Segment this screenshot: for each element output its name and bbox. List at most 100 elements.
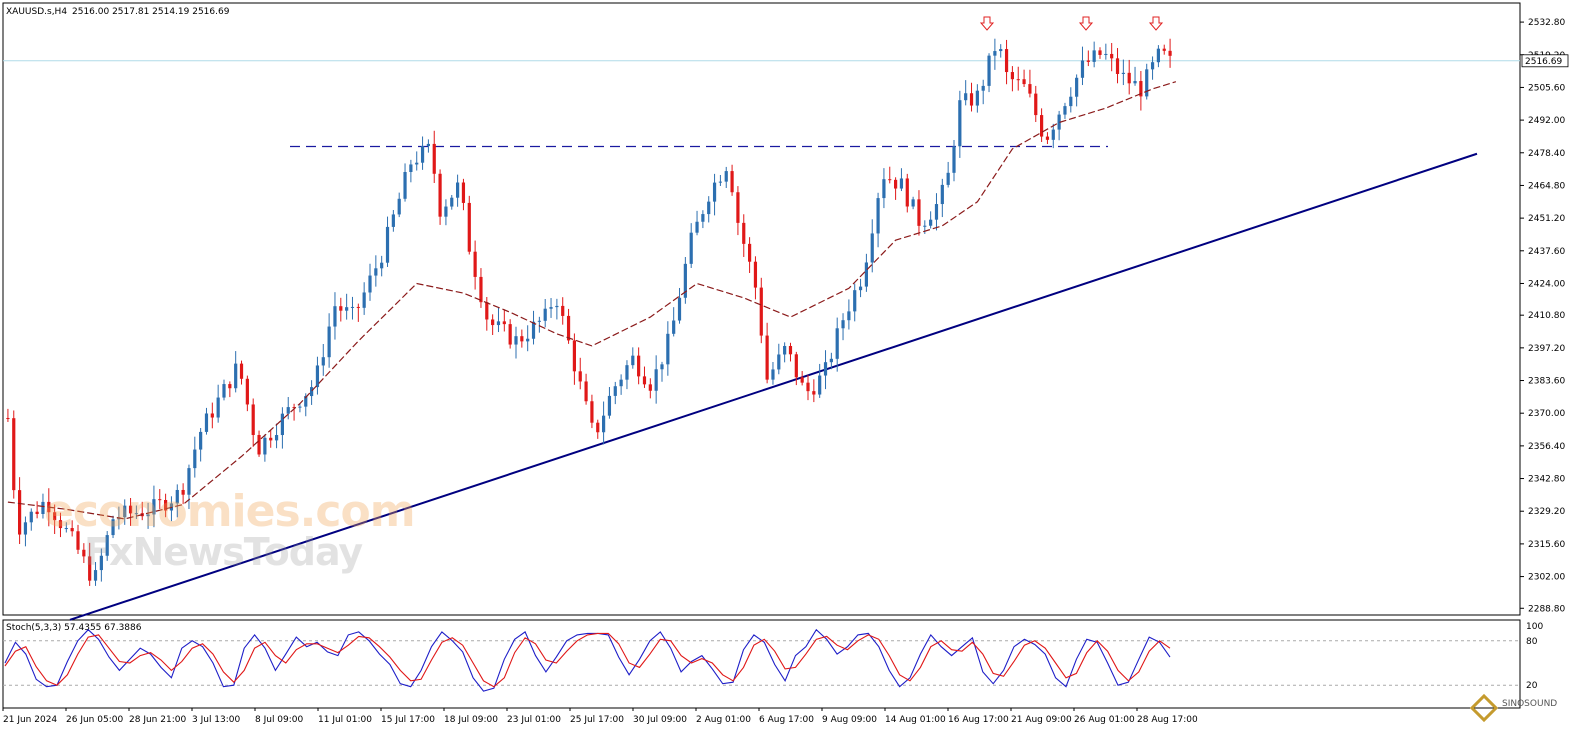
current-price-box (1521, 54, 1569, 68)
candle-body (759, 287, 763, 336)
candle-body (975, 90, 979, 106)
candle-body (368, 275, 372, 293)
candle-body (625, 365, 629, 380)
candle-body (736, 192, 740, 223)
candle-body (771, 369, 775, 380)
candle-body (111, 519, 115, 536)
time-axis-label: 26 Aug 01:00 (1074, 715, 1135, 725)
candle-body (41, 501, 45, 515)
stoch-signal-line (4, 632, 1171, 688)
candle-body (1016, 79, 1020, 81)
ascending-trendline (69, 152, 1478, 621)
candle-body (1145, 69, 1149, 97)
candle-body (269, 437, 273, 441)
candle-body (853, 290, 857, 312)
candle-body (485, 302, 489, 320)
candle-body (146, 514, 150, 517)
candle-body (82, 549, 86, 557)
candle-body (58, 520, 63, 529)
time-axis-label: 26 Jun 05:00 (66, 715, 123, 725)
candle-body (999, 49, 1003, 52)
candle-body (969, 93, 974, 106)
candle-body (812, 391, 816, 395)
candle-body (858, 286, 863, 291)
sinosound-logo-text: SINOSOUND (1502, 699, 1558, 709)
candle-body (461, 182, 466, 203)
candle-body (420, 146, 425, 163)
candle-body (345, 307, 349, 311)
peak-marker-arrow (1148, 16, 1164, 31)
candle-body (730, 171, 734, 193)
candle-body (590, 401, 594, 423)
candle-body (777, 354, 781, 370)
candle-body (561, 305, 565, 316)
candle-body (1040, 115, 1044, 137)
candle-body (818, 375, 822, 395)
candle-body (882, 179, 886, 199)
candle-body (1080, 60, 1085, 78)
candle-body (339, 306, 343, 311)
peak-marker-arrow (1078, 16, 1094, 31)
price-axis-label: 2302.00 (1528, 573, 1565, 583)
candle-body (403, 171, 407, 199)
candle-body (1133, 81, 1137, 84)
candle-body (1098, 50, 1102, 55)
price-axis-label: 2532.80 (1528, 18, 1565, 28)
candle-body (718, 181, 722, 183)
candle-body (274, 435, 279, 441)
candle-body (526, 338, 530, 342)
candle-body (70, 528, 74, 532)
candle-body (660, 364, 664, 370)
price-axis-label: 2410.80 (1528, 311, 1565, 321)
candle-body (298, 406, 302, 408)
candle-body (1110, 53, 1114, 59)
time-axis-label: 25 Jul 17:00 (570, 715, 624, 725)
candle-body (222, 384, 226, 398)
price-axis-label: 2464.80 (1528, 181, 1565, 191)
stoch-main-line (4, 628, 1171, 692)
time-axis-label: 15 Jul 17:00 (381, 715, 435, 725)
price-axis-label: 2397.20 (1528, 344, 1565, 354)
candle-body (280, 413, 284, 436)
time-axis-label: 18 Jul 09:00 (444, 715, 498, 725)
candle-body (596, 422, 600, 433)
candle-body (93, 570, 98, 581)
candle-body (210, 413, 214, 418)
candle-body (602, 415, 606, 433)
candle-body (53, 512, 57, 521)
time-axis-label: 21 Aug 09:00 (1011, 715, 1072, 725)
candle-body (520, 336, 524, 342)
candle-body (952, 146, 956, 173)
stoch-axis-label: 100 (1526, 622, 1543, 632)
candle-body (18, 490, 22, 535)
candle-body (934, 204, 939, 220)
candle-body (502, 321, 506, 325)
candle-body (707, 201, 711, 215)
candle-body (823, 362, 828, 376)
candle-body (350, 306, 355, 308)
candle-body (1168, 50, 1172, 56)
time-axis-label: 14 Aug 01:00 (885, 715, 946, 725)
time-axis-label: 8 Jul 09:00 (255, 715, 304, 725)
candle-body (128, 505, 133, 514)
time-axis-label: 28 Jun 21:00 (129, 715, 186, 725)
candle-body (1086, 60, 1090, 62)
candle-body (1034, 93, 1038, 116)
candle-body (310, 387, 314, 397)
candle-body (333, 306, 337, 327)
candle-body (444, 206, 448, 217)
candle-body (64, 528, 68, 530)
price-axis-label: 2288.80 (1528, 604, 1565, 614)
time-axis-label: 28 Aug 17:00 (1137, 715, 1198, 725)
candle-body (753, 261, 758, 288)
candle-body (905, 178, 909, 207)
price-axis-label: 2437.60 (1528, 247, 1565, 257)
candle-body (1057, 114, 1061, 130)
candle-body (578, 371, 582, 382)
candle-body (245, 378, 249, 405)
watermark-economies: economies.com (44, 486, 416, 537)
candle-body (385, 226, 390, 263)
watermark-fxnewstoday: FxNewsToday (84, 530, 363, 574)
candle-body (35, 511, 39, 515)
